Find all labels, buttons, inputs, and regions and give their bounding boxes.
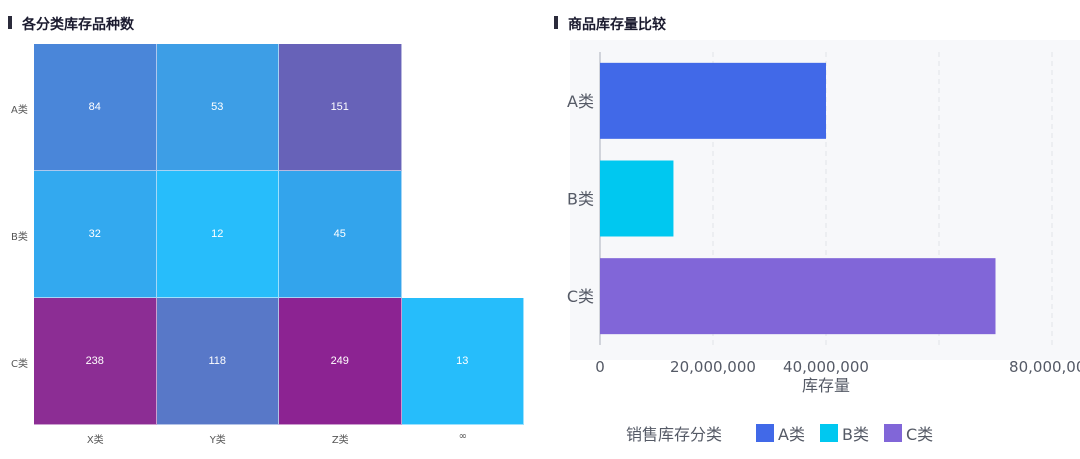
legend-item: C类 xyxy=(906,425,933,444)
legend-item: A类 xyxy=(778,425,805,444)
legend-swatch xyxy=(820,424,838,442)
title-marker xyxy=(8,16,12,29)
heatmap-cell: 238 xyxy=(34,298,157,425)
heatmap-cell: 118 xyxy=(156,298,279,425)
bar-chart-title: 商品库存量比较 xyxy=(568,17,666,33)
title-marker xyxy=(554,16,558,29)
legend-swatch xyxy=(884,424,902,442)
heatmap-row-label: A类 xyxy=(11,104,28,116)
heatmap-panel: 各分类库存品种数 84 53 151 32 12 45 238 118 249 13 A类 B类 C类 X… xyxy=(0,0,530,459)
x-axis-label: 库存量 xyxy=(802,376,850,395)
x-tick-label: 80,000,000 xyxy=(1009,358,1080,376)
heatmap-cell: 13 xyxy=(401,298,524,425)
heatmap-cell: 53 xyxy=(156,44,279,171)
category-label: A类 xyxy=(567,92,594,111)
bar-chart: A类 B类 C类 0 20,000,000 40,000,000 80,000,000 库存量… xyxy=(567,52,1080,444)
bar xyxy=(600,258,996,335)
legend-swatch xyxy=(756,424,774,442)
heatmap-row-label: B类 xyxy=(11,231,28,243)
category-label: C类 xyxy=(567,287,594,306)
bar xyxy=(600,62,826,139)
heatmap-cell: 12 xyxy=(156,171,279,298)
category-label: B类 xyxy=(567,190,594,209)
x-tick-label: 40,000,000 xyxy=(783,358,869,376)
heatmap-cell: 84 xyxy=(34,44,157,171)
x-tick-label: 20,000,000 xyxy=(670,358,756,376)
heatmap-cell: 45 xyxy=(279,171,402,298)
heatmap-col-label: ∞ xyxy=(458,431,467,442)
legend-item: B类 xyxy=(842,425,869,444)
heatmap-col-label: Z类 xyxy=(331,435,349,446)
heatmap-title: 各分类库存品种数 xyxy=(22,17,134,33)
bar xyxy=(600,160,674,237)
x-tick-label: 0 xyxy=(595,358,605,376)
heatmap-cell: 32 xyxy=(34,171,157,298)
heatmap-row-label: C类 xyxy=(11,358,28,370)
heatmap-cell: 249 xyxy=(279,298,402,425)
heatmap-cell: 151 xyxy=(279,44,402,171)
heatmap-col-label: Y类 xyxy=(209,435,226,446)
bar-chart-panel: 商品库存量比较 A类 B类 C类 0 20,000,000 40,000,000 80,00… xyxy=(540,0,1080,459)
heatmap-col-label: X类 xyxy=(86,435,104,446)
legend-title: 销售库存分类 xyxy=(626,425,722,444)
